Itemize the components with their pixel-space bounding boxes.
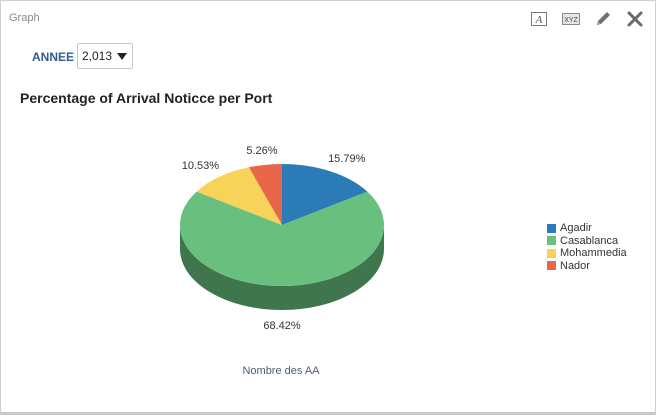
legend-item-nador[interactable]: Nador	[547, 260, 627, 272]
panel-toolbar: A XYZ	[529, 9, 645, 29]
pie-slice-casablanca	[179, 191, 384, 286]
legend-item-casablanca[interactable]: Casablanca	[547, 235, 627, 247]
pie-slice-nador	[248, 164, 282, 225]
year-select-value: 2,013	[82, 49, 113, 63]
legend-label: Agadir	[560, 222, 592, 234]
chart-x-axis-label: Nombre des AA	[242, 365, 320, 377]
pie-label-agadir: 15.79%	[328, 153, 366, 165]
pie-label-mohammedia: 10.53%	[182, 160, 220, 172]
legend-swatch	[547, 261, 556, 270]
close-icon[interactable]	[625, 9, 645, 29]
pie-side-casablanca	[180, 225, 384, 310]
panel-title: Graph	[9, 12, 40, 24]
chart-legend: Agadir Casablanca Mohammedia Nador	[547, 222, 627, 272]
legend-label: Nador	[560, 259, 590, 272]
legend-swatch	[547, 248, 556, 258]
year-filter-label: ANNEE	[32, 50, 75, 64]
pie-slice-mohammedia	[196, 167, 282, 225]
chart-title: Percentage of Arrival Noticce per Port	[20, 90, 273, 106]
format-text-icon[interactable]: A	[529, 9, 549, 29]
chevron-down-icon	[117, 53, 127, 60]
pie-slice-agadir	[282, 164, 368, 225]
edit-pencil-icon[interactable]	[593, 9, 613, 29]
pie-chart: 15.79% 68.42% 10.53% 5.26%	[179, 145, 384, 332]
xyz-icon[interactable]: XYZ	[561, 9, 581, 29]
year-select[interactable]: 2,013	[77, 43, 133, 69]
pie-label-casablanca: 68.42%	[263, 320, 301, 332]
pie-label-nador: 5.26%	[246, 145, 277, 157]
legend-item-agadir[interactable]: Agadir	[547, 222, 627, 234]
legend-item-mohammedia[interactable]: Mohammedia	[547, 247, 627, 259]
legend-label: Mohammedia	[560, 247, 627, 259]
svg-text:A: A	[535, 14, 543, 26]
legend-label: Casablanca	[560, 234, 619, 247]
legend-swatch	[547, 223, 556, 233]
legend-swatch	[547, 236, 556, 245]
svg-text:XYZ: XYZ	[564, 17, 578, 24]
